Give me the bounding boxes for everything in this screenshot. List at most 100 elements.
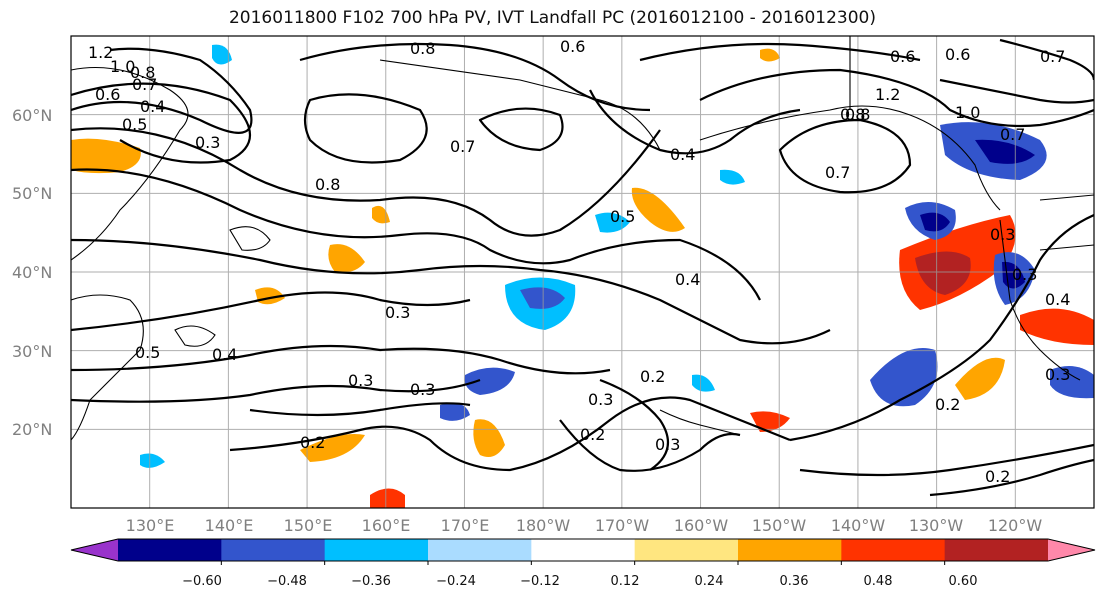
lon-label: 180°W <box>516 516 571 535</box>
contour-label: 0.2 <box>640 367 665 386</box>
shade-orange <box>300 434 365 462</box>
lat-label: 40°N <box>12 263 52 282</box>
shade-red <box>370 488 405 508</box>
shade-orange <box>328 244 365 273</box>
colorbar-segment <box>944 539 1049 561</box>
contour-label: 0.3 <box>348 371 373 390</box>
shade-cyan <box>595 212 630 233</box>
lon-label: 130°E <box>126 516 175 535</box>
gridlines <box>71 36 1094 508</box>
colorbar-tick-label: −0.48 <box>267 574 307 589</box>
contour-label: 0.3 <box>410 380 435 399</box>
colorbar-extend-min <box>71 539 118 561</box>
lon-label: 160°W <box>674 516 729 535</box>
shade-orange <box>955 357 1005 400</box>
contour-label: 0.2 <box>935 395 960 414</box>
longitude-labels: 130°E 140°E 150°E 160°E 170°E 180°W 170°… <box>126 516 1043 535</box>
shade-cyan <box>140 453 165 468</box>
contour-label: 0.8 <box>845 105 870 124</box>
contour-label: 0.3 <box>588 390 613 409</box>
contour-label: 0.3 <box>990 225 1015 244</box>
contour-label: 0.8 <box>315 175 340 194</box>
lon-label: 120°W <box>988 516 1043 535</box>
contour-label: 0.5 <box>135 343 160 362</box>
colorbar-tick-label: −0.60 <box>182 574 222 589</box>
lon-label: 140°E <box>205 516 254 535</box>
lat-label: 20°N <box>12 420 52 439</box>
map-title: 2016011800 F102 700 hPa PV, IVT Landfall… <box>228 8 876 28</box>
lon-label: 140°W <box>831 516 886 535</box>
contour-label: 0.7 <box>1040 47 1065 66</box>
shade-orange <box>473 419 505 458</box>
contour-label: 0.4 <box>675 270 700 289</box>
colorbar-segment <box>324 539 429 561</box>
contour-label: 0.8 <box>840 105 865 124</box>
colorbar-ticks: −0.60 −0.48 −0.36 −0.24 −0.12 0.12 0.24 … <box>182 574 977 589</box>
lon-label: 160°E <box>362 516 411 535</box>
colorbar-segment <box>428 539 532 561</box>
contour-label: 0.6 <box>560 37 585 56</box>
colorbar-tick-label: 0.12 <box>611 574 640 589</box>
contour-label: 0.4 <box>212 345 237 364</box>
lon-label: 170°W <box>595 516 650 535</box>
colorbar-outline <box>70 538 1096 562</box>
lon-label: 130°W <box>909 516 964 535</box>
shade-orange <box>71 138 141 174</box>
contour-label: 0.8 <box>130 63 155 82</box>
shade-blue <box>1050 366 1094 399</box>
contour-label: 1.0 <box>110 57 135 76</box>
shade-red <box>1020 308 1094 345</box>
lon-label: 150°E <box>284 516 333 535</box>
coastlines <box>71 36 1094 441</box>
pv-contours <box>71 38 1094 497</box>
lon-label: 170°E <box>441 516 490 535</box>
shade-orange <box>760 48 780 62</box>
shade-navy <box>975 139 1035 164</box>
shade-orange <box>631 187 685 232</box>
colorbar-segment <box>634 539 739 561</box>
colorbar-segment <box>841 539 946 561</box>
contour-label: 0.4 <box>670 145 695 164</box>
contour-label: 0.5 <box>122 115 147 134</box>
contour-label: 0.8 <box>410 39 435 58</box>
map-frame <box>70 35 1095 509</box>
shade-blue <box>870 348 938 407</box>
contour-label: 1.2 <box>875 85 900 104</box>
contour-label: 0.6 <box>890 47 915 66</box>
contour-label: 0.2 <box>580 425 605 444</box>
lat-label: 60°N <box>12 106 52 125</box>
contour-label: 0.4 <box>1045 290 1070 309</box>
shade-darkred <box>915 251 971 295</box>
colorbar-tick-label: −0.12 <box>520 574 560 589</box>
contour-label: 1.0 <box>955 103 980 122</box>
colorbar-tick-label: −0.24 <box>436 574 476 589</box>
contour-label: 0.3 <box>1012 265 1037 284</box>
contour-label: 1.2 <box>88 43 113 62</box>
contour-label: 0.3 <box>195 133 220 152</box>
shade-blue <box>440 402 470 421</box>
contour-label: 0.3 <box>385 303 410 322</box>
contour-label: 0.7 <box>132 75 157 94</box>
colorbar-segment <box>738 539 842 561</box>
lat-label: 30°N <box>12 342 52 361</box>
contour-label: 0.5 <box>610 207 635 226</box>
contour-label: 0.7 <box>1000 125 1025 144</box>
contour-label: 0.6 <box>945 45 970 64</box>
shade-navy <box>920 212 950 232</box>
shade-blue <box>464 367 515 395</box>
colorbar-segment <box>118 539 222 561</box>
contour-label: 0.4 <box>140 97 165 116</box>
shade-cyan <box>212 44 232 65</box>
contour-label: 0.3 <box>655 435 680 454</box>
colorbar-segment <box>531 539 636 561</box>
lon-label: 150°W <box>752 516 807 535</box>
colorbar-tick-label: 0.48 <box>864 574 893 589</box>
contour-label: 0.7 <box>450 137 475 156</box>
contour-label: 0.7 <box>825 163 850 182</box>
colorbar-tick-label: 0.24 <box>695 574 724 589</box>
colorbar-tick-label: 0.60 <box>949 574 978 589</box>
contour-label: 0.3 <box>1045 365 1070 384</box>
colorbar-tick-label: −0.36 <box>351 574 391 589</box>
shading-layer <box>71 44 1094 508</box>
